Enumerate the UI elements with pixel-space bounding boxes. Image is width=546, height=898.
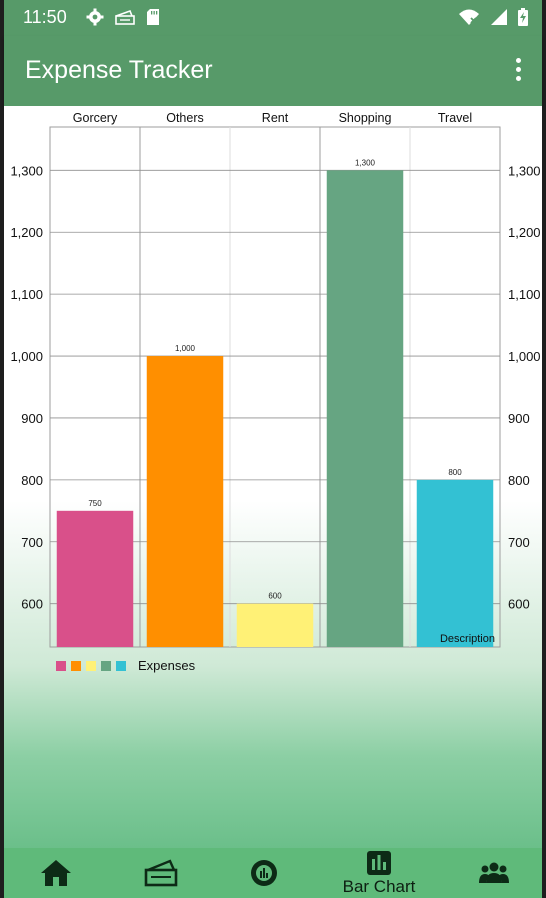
nav-item-group[interactable] <box>466 848 522 898</box>
chart-description: Description <box>440 633 495 645</box>
nav-label-bar-chart: Bar Chart <box>342 876 416 896</box>
status-bar: 11:50 <box>4 0 542 36</box>
app-title: Expense Tracker <box>25 56 213 84</box>
wallet-icon <box>144 859 178 887</box>
legend-label: Expenses <box>138 658 196 673</box>
bar-others <box>146 356 224 647</box>
nav-item-wallet[interactable] <box>132 848 192 898</box>
bar-shopping <box>326 170 404 647</box>
x-category-label: Gorcery <box>73 111 118 125</box>
nav-item-home[interactable] <box>28 848 84 898</box>
ticket-icon <box>115 9 135 25</box>
nav-item-bar-chart[interactable]: Bar Chart <box>329 848 429 898</box>
x-category-label: Rent <box>262 111 289 125</box>
bar-gorcery <box>56 510 134 647</box>
y-tick-label-right: 1,000 <box>508 349 541 364</box>
legend-swatch <box>116 660 126 671</box>
y-tick-label-left: 900 <box>21 411 43 426</box>
bar-rent <box>236 603 314 647</box>
y-tick-label-left: 1,000 <box>10 349 43 364</box>
bar-chart-icon <box>367 850 391 875</box>
group-icon <box>479 862 509 883</box>
bar-value-label: 800 <box>448 468 462 477</box>
screen-edge-left <box>0 0 4 898</box>
bar-travel <box>416 479 494 647</box>
legend-swatch <box>71 660 81 671</box>
chart-area: 600 600 700 700 800 800 900 900 1,000 1,000 1,100 1… <box>4 106 542 848</box>
bar-value-label: 600 <box>268 592 282 601</box>
y-tick-label-right: 600 <box>508 597 530 612</box>
y-tick-label-right: 800 <box>508 473 530 488</box>
bar-value-label: 1,300 <box>355 158 376 167</box>
legend-swatch <box>101 660 111 671</box>
legend-swatch <box>86 660 96 671</box>
y-tick-label-right: 1,200 <box>508 225 541 240</box>
overflow-menu-icon[interactable] <box>513 58 523 84</box>
pie-chart-icon <box>251 860 277 886</box>
x-category-label: Shopping <box>339 111 392 125</box>
wifi-icon <box>459 9 479 25</box>
y-tick-label-left: 1,300 <box>10 163 43 178</box>
legend-swatch <box>56 660 66 671</box>
status-time: 11:50 <box>23 7 67 27</box>
y-tick-label-left: 1,100 <box>10 287 43 302</box>
battery-charging-icon <box>518 8 528 26</box>
sd-card-icon <box>147 9 159 25</box>
y-tick-label-right: 1,100 <box>508 287 541 302</box>
x-category-label: Travel <box>438 111 472 125</box>
bottom-navigation: Bar Chart <box>4 848 542 898</box>
app-bar: Expense Tracker <box>4 36 542 106</box>
chart-legend: Expenses <box>56 658 195 673</box>
y-tick-label-left: 600 <box>21 597 43 612</box>
gear-icon <box>86 8 104 26</box>
y-tick-label-left: 800 <box>21 473 43 488</box>
y-tick-label-right: 900 <box>508 411 530 426</box>
nav-item-pie-chart[interactable] <box>236 848 292 898</box>
x-category-label: Others <box>166 111 204 125</box>
y-tick-label-left: 1,200 <box>10 225 43 240</box>
bar-chart: 600 600 700 700 800 800 900 900 1,000 1,000 1,100 1… <box>10 111 541 648</box>
home-icon <box>41 860 71 886</box>
signal-icon <box>491 9 507 25</box>
bar-value-label: 750 <box>88 499 102 508</box>
bar-value-label: 1,000 <box>175 344 196 353</box>
y-tick-label-left: 700 <box>21 535 43 550</box>
screen-edge-right <box>542 0 546 898</box>
y-tick-label-right: 700 <box>508 535 530 550</box>
y-tick-label-right: 1,300 <box>508 163 541 178</box>
